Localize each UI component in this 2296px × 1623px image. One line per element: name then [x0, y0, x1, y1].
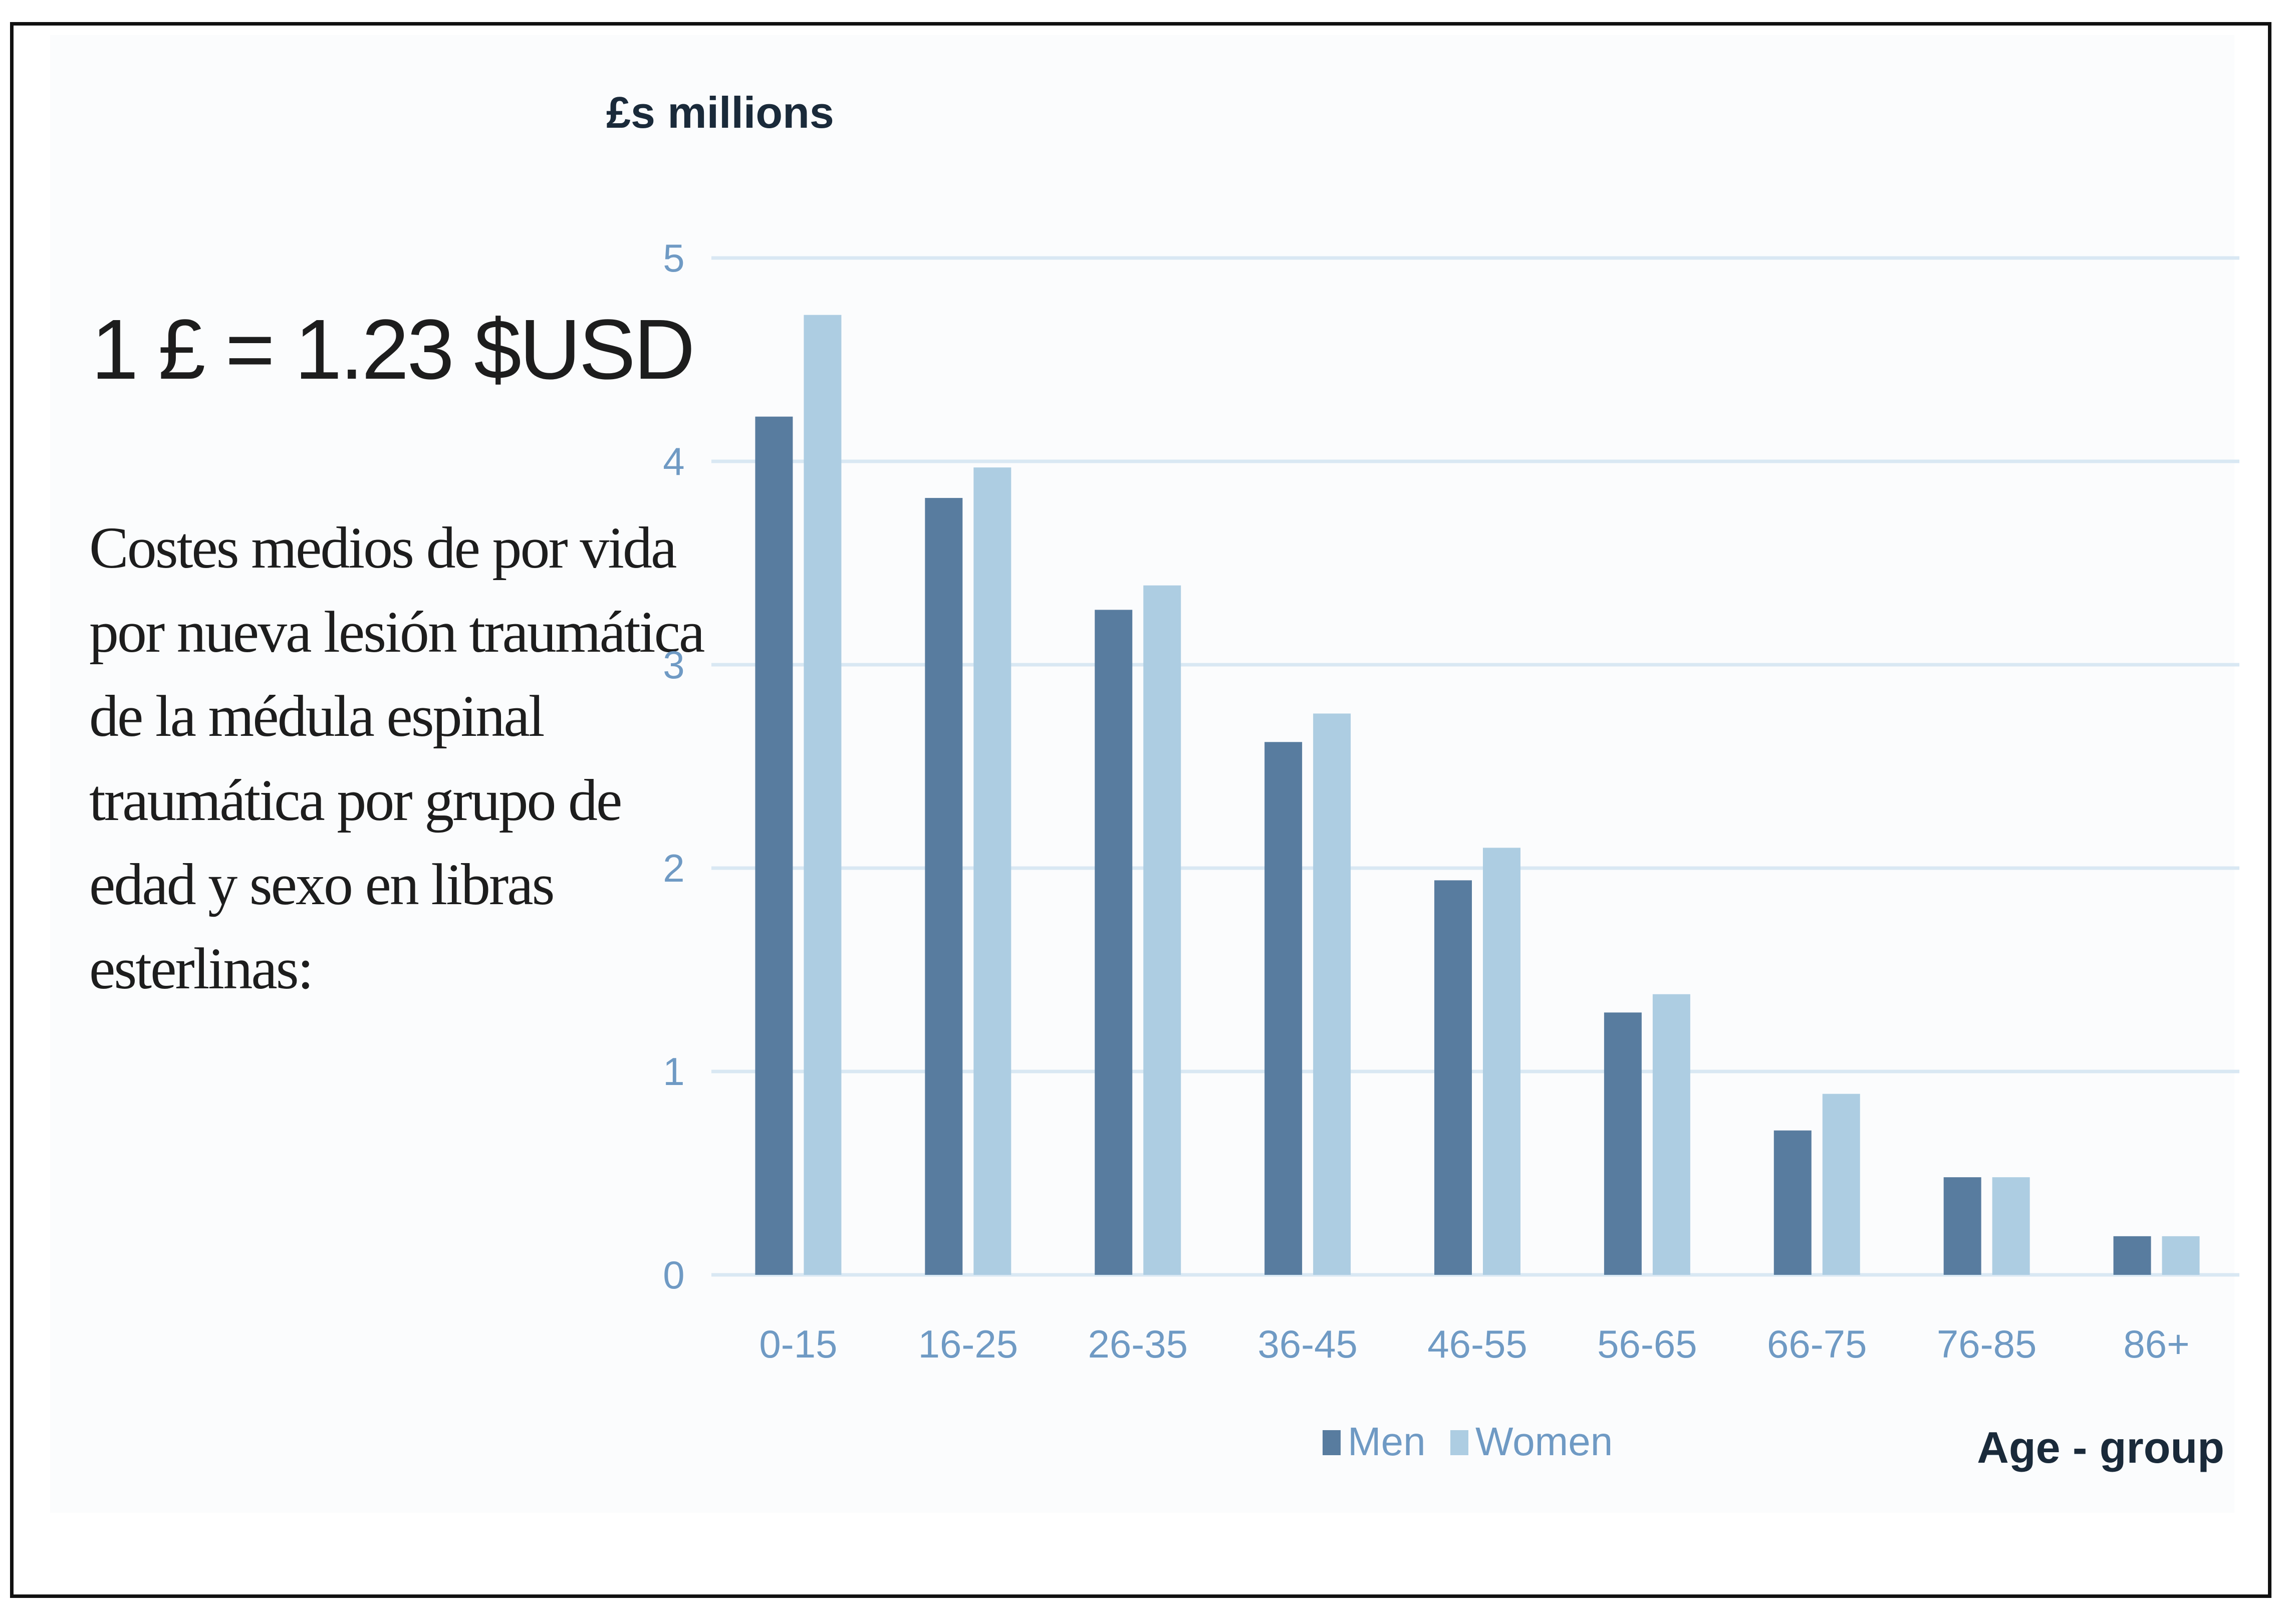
y-tick-label: 5 [663, 236, 684, 280]
x-tick-label: 46-55 [1427, 1322, 1527, 1366]
x-tick-label: 26-35 [1088, 1322, 1188, 1366]
bar-women-76-85 [1992, 1177, 2030, 1275]
bar-men-16-25 [925, 498, 963, 1275]
y-tick-label: 0 [663, 1253, 684, 1297]
description-line: Costes medios de por vida [89, 515, 677, 581]
bar-women-0-15 [804, 315, 842, 1275]
bar-men-36-45 [1264, 742, 1303, 1275]
exchange-rate-note: 1 £ = 1.23 $USD [91, 302, 695, 397]
description-line: de la médula espinal [89, 683, 545, 749]
bar-women-16-25 [973, 467, 1011, 1275]
y-tick-label: 3 [663, 643, 684, 687]
x-axis-ticks: 0-15 16-25 26-35 36-45 46-55 56-65 66-75 76-85 8… [759, 1322, 2189, 1366]
description-line: traumática por grupo de [89, 767, 622, 833]
bars [755, 315, 2200, 1275]
bar-women-66-75 [1822, 1094, 1860, 1275]
legend-label-women: Women [1475, 1419, 1613, 1464]
bar-women-86+ [2162, 1236, 2200, 1275]
bar-men-0-15 [755, 416, 793, 1275]
bar-men-86+ [2113, 1236, 2151, 1275]
x-tick-label: 56-65 [1597, 1322, 1697, 1366]
gridlines [711, 256, 2239, 1277]
x-tick-label: 76-85 [1937, 1322, 2037, 1366]
y-axis-label: £s millions [606, 88, 834, 137]
y-tick-label: 4 [663, 439, 684, 483]
y-axis-ticks: 0 1 2 3 4 5 [663, 236, 684, 1297]
x-axis-label: Age - group [1977, 1423, 2224, 1472]
bar-women-56-65 [1652, 994, 1690, 1275]
legend-label-men: Men [1348, 1419, 1426, 1464]
x-tick-label: 86+ [2123, 1322, 2189, 1366]
bar-women-36-45 [1313, 713, 1351, 1275]
bar-men-46-55 [1434, 880, 1472, 1275]
description-line: esterlinas: [89, 936, 314, 1001]
legend-swatch-women [1450, 1430, 1468, 1455]
legend: Men Women [1323, 1419, 1613, 1464]
y-tick-label: 2 [663, 846, 684, 890]
x-tick-label: 0-15 [759, 1322, 837, 1366]
chart-description: Costes medios de por vida por nueva lesi… [89, 506, 705, 1011]
bar-men-26-35 [1095, 610, 1133, 1275]
description-line: edad y sexo en libras [89, 852, 555, 917]
bar-men-76-85 [1943, 1177, 1981, 1275]
description-line: por nueva lesión traumática [89, 599, 705, 665]
bar-women-26-35 [1143, 585, 1181, 1275]
chart-panel [50, 35, 2234, 1513]
x-tick-label: 16-25 [918, 1322, 1018, 1366]
y-tick-label: 1 [663, 1049, 684, 1094]
bar-men-66-75 [1773, 1130, 1812, 1275]
bar-women-46-55 [1483, 848, 1520, 1275]
legend-swatch-men [1323, 1430, 1341, 1455]
x-tick-label: 66-75 [1767, 1322, 1867, 1366]
bar-men-56-65 [1604, 1012, 1642, 1275]
x-tick-label: 36-45 [1257, 1322, 1358, 1366]
